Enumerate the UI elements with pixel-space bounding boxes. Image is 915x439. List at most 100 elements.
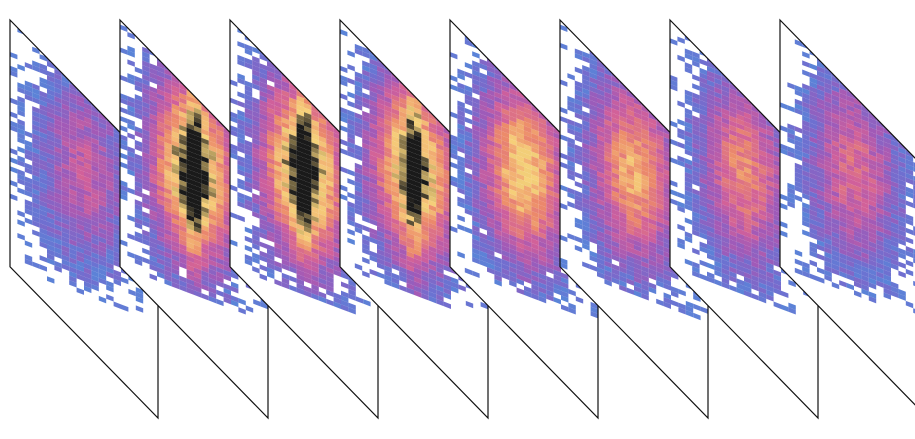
- heatmap-cell: [611, 140, 620, 148]
- heatmap-cell: [281, 144, 290, 153]
- heatmap-cell: [553, 242, 561, 250]
- heatmap-cell: [333, 301, 341, 309]
- heatmap-cell: [611, 263, 620, 271]
- heatmap-cell: [281, 80, 290, 89]
- heatmap-cell: [76, 214, 84, 222]
- heatmap-cell: [259, 227, 267, 236]
- heatmap-cell: [326, 179, 334, 188]
- heatmap-cell: [186, 186, 194, 195]
- heatmap-cell: [582, 174, 590, 183]
- heatmap-cell: [208, 291, 217, 299]
- heatmap-cell: [626, 205, 634, 213]
- heatmap-cell: [406, 186, 414, 195]
- heatmap-cell: [341, 295, 349, 303]
- heatmap-cell: [318, 236, 327, 244]
- heatmap-cell: [76, 72, 84, 81]
- heatmap-cell: [304, 166, 312, 175]
- heatmap-cell: [289, 220, 297, 229]
- heatmap-cell: [61, 121, 70, 130]
- heatmap-cell: [98, 145, 107, 153]
- heatmap-cell: [399, 143, 407, 151]
- heatmap-cell: [164, 183, 172, 191]
- heatmap-cell: [216, 225, 224, 234]
- heatmap-cell: [326, 280, 334, 288]
- heatmap-cell: [149, 273, 157, 281]
- heatmap-cell: [333, 191, 341, 200]
- heatmap-cell: [641, 165, 649, 173]
- heatmap-cell: [524, 52, 532, 61]
- heatmap-cell: [252, 266, 260, 274]
- heatmap-cell: [428, 117, 437, 126]
- heatmap-cell: [472, 128, 480, 137]
- heatmap-cell: [487, 125, 495, 133]
- heatmap-cell: [304, 262, 312, 271]
- heatmap-cell: [626, 68, 634, 76]
- heatmap-cell: [54, 242, 62, 250]
- heatmap-cell: [553, 255, 561, 264]
- heatmap-cell: [626, 127, 634, 135]
- heatmap-cell: [531, 55, 539, 63]
- heatmap-cell: [443, 132, 451, 140]
- heatmap-cell: [142, 83, 150, 91]
- heatmap-cell: [656, 93, 664, 101]
- heatmap-cell: [450, 225, 458, 234]
- heatmap-cell: [656, 280, 664, 288]
- heatmap-cell: [391, 213, 400, 221]
- heatmap-cell: [516, 191, 524, 199]
- heatmap-cell: [611, 153, 620, 162]
- heatmap-cell: [464, 194, 473, 203]
- heatmap-cell: [421, 156, 429, 164]
- heatmap-cell: [377, 130, 385, 138]
- heatmap-cell: [377, 88, 385, 97]
- heatmap-cell: [69, 147, 77, 155]
- heatmap-cell: [149, 241, 157, 249]
- heatmap-cell: [501, 204, 510, 212]
- heatmap-cell: [326, 129, 334, 138]
- heatmap-cell: [354, 117, 363, 125]
- heatmap-cell: [414, 157, 422, 166]
- heatmap-cell: [538, 209, 547, 217]
- heatmap-cell: [546, 147, 554, 156]
- heatmap-cell: [201, 192, 209, 200]
- heatmap-cell: [362, 238, 370, 247]
- heatmap-cell: [39, 232, 47, 240]
- heatmap-cell: [538, 263, 547, 272]
- heatmap-cell: [340, 125, 348, 133]
- heatmap-cell: [223, 178, 231, 186]
- heatmap-cell: [428, 204, 437, 212]
- heatmap-cell: [347, 205, 355, 213]
- heatmap-cell: [384, 78, 392, 86]
- heatmap-cell: [223, 169, 231, 177]
- heatmap-cell: [142, 238, 150, 247]
- heatmap-cell: [244, 144, 253, 152]
- heatmap-cell: [194, 121, 202, 129]
- heatmap-cell: [311, 256, 319, 264]
- heatmap-cell: [582, 229, 590, 237]
- heatmap-cell: [399, 184, 407, 192]
- heatmap-cell: [494, 242, 502, 250]
- heatmap-cell: [634, 66, 642, 74]
- heatmap-cell: [237, 118, 245, 127]
- heatmap-cell: [421, 92, 429, 100]
- heatmap-cell: [149, 90, 157, 99]
- heatmap-cell: [656, 161, 664, 170]
- heatmap-cell: [567, 137, 575, 145]
- heatmap-cell: [252, 119, 260, 128]
- heatmap-cell: [281, 131, 290, 139]
- heatmap-cell: [589, 95, 597, 103]
- heatmap-cell: [656, 129, 664, 138]
- heatmap-cell: [479, 232, 487, 240]
- heatmap-cell: [347, 114, 355, 122]
- heatmap-cell: [91, 50, 99, 59]
- heatmap-cell: [450, 138, 458, 147]
- heatmap-cell: [164, 141, 172, 150]
- heatmap-cell: [304, 258, 312, 266]
- heatmap-cell: [47, 70, 55, 78]
- heatmap-cell: [611, 131, 620, 139]
- heatmap-cell: [546, 225, 554, 234]
- heatmap-cell: [216, 138, 224, 147]
- heatmap-cell: [553, 237, 561, 245]
- heatmap-cell: [69, 124, 77, 133]
- heatmap-cell: [164, 242, 172, 250]
- heatmap-cell: [106, 257, 114, 265]
